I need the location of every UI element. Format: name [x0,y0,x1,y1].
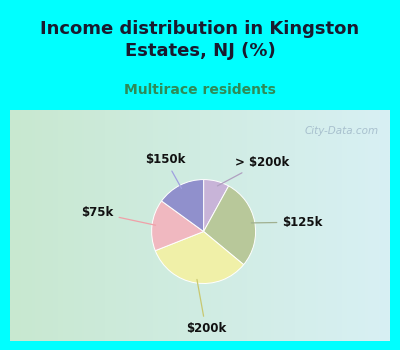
Text: City-Data.com: City-Data.com [304,126,378,136]
Wedge shape [204,186,256,265]
Text: $75k: $75k [81,206,156,225]
Wedge shape [204,180,229,232]
Wedge shape [155,232,244,284]
Text: $125k: $125k [251,216,323,229]
Text: > $200k: > $200k [218,156,289,186]
Text: Income distribution in Kingston
Estates, NJ (%): Income distribution in Kingston Estates,… [40,20,360,60]
Text: $200k: $200k [186,279,226,335]
Text: $150k: $150k [145,153,186,188]
Wedge shape [162,180,204,232]
Wedge shape [152,201,204,251]
Text: Multirace residents: Multirace residents [124,83,276,97]
